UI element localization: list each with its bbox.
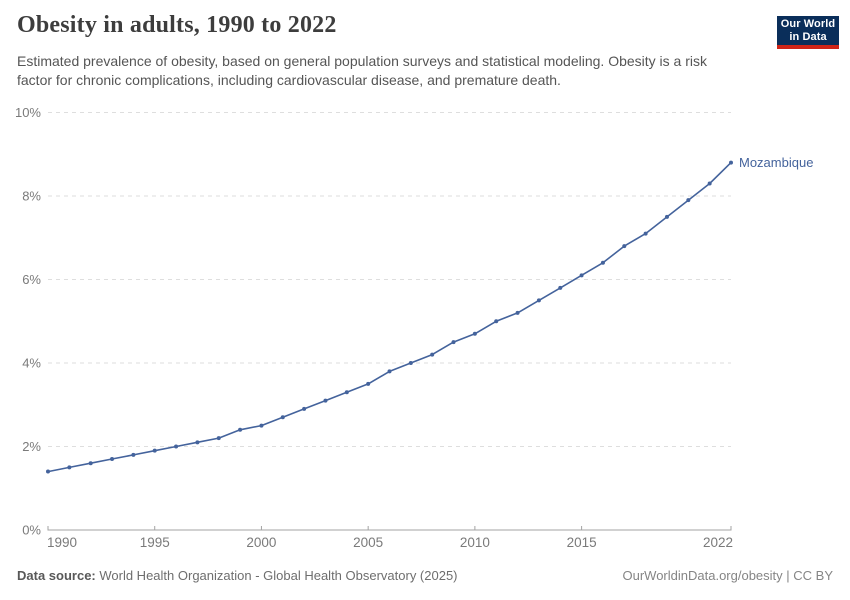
y-axis-tick-label: 0% (22, 523, 41, 538)
series-line (47, 162, 732, 473)
owid-logo[interactable]: Our World in Data (777, 16, 839, 49)
data-point (494, 319, 499, 324)
data-point (387, 369, 392, 374)
data-point (729, 160, 733, 165)
data-point (174, 444, 179, 449)
data-point (643, 231, 648, 236)
x-axis-tick-label: 2005 (353, 535, 383, 550)
data-point (472, 331, 477, 336)
y-axis-tick-label: 2% (22, 439, 41, 454)
data-point (686, 198, 691, 203)
data-source-text: World Health Organization - Global Healt… (95, 568, 458, 583)
data-point (600, 260, 605, 265)
x-axis-tick-label: 2010 (460, 535, 490, 550)
data-point (515, 310, 520, 315)
data-point (536, 298, 541, 303)
series-end-label: Mozambique (739, 155, 813, 170)
data-point (152, 448, 157, 453)
data-point (558, 285, 563, 290)
x-axis-tick-label: 2000 (246, 535, 276, 550)
data-point (451, 340, 456, 345)
data-point (707, 181, 712, 186)
data-point (302, 406, 307, 411)
chart-subtitle: Estimated prevalence of obesity, based o… (17, 53, 707, 89)
y-axis-tick-label: 8% (22, 189, 41, 204)
page-title: Obesity in adults, 1990 to 2022 (17, 12, 337, 38)
data-point (280, 415, 285, 420)
data-point (110, 457, 115, 462)
data-point (46, 469, 50, 474)
data-point (664, 214, 669, 219)
data-point (88, 461, 93, 466)
data-point (408, 361, 413, 365)
data-point (259, 423, 264, 428)
x-axis-tick-label: 2015 (567, 535, 597, 550)
data-source-label: Data source: (17, 568, 96, 583)
y-axis-tick-label: 6% (22, 272, 41, 287)
data-point (622, 244, 627, 249)
x-axis-line (47, 526, 732, 531)
line-chart: 0% 2% 4% 6% 8% 10% 1990 1995 2000 2005 2010 2015 202… (15, 105, 813, 550)
data-point (366, 381, 371, 386)
data-point (323, 398, 328, 403)
y-axis-tick-label: 4% (22, 356, 41, 371)
data-point (216, 436, 221, 441)
data-point (195, 440, 200, 445)
y-axis-tick-label: 10% (15, 105, 41, 120)
data-point (238, 427, 243, 432)
x-axis-tick-label: 2022 (703, 535, 733, 550)
owid-logo-line1: Our World (780, 17, 836, 30)
data-point (579, 273, 584, 278)
data-point (67, 465, 72, 470)
data-point (430, 352, 435, 357)
x-axis-tick-label: 1990 (47, 535, 77, 550)
data-source-note: Data source: World Health Organization -… (17, 568, 458, 583)
data-point (131, 452, 136, 457)
data-point (344, 390, 349, 395)
x-axis-tick-label: 1995 (140, 535, 170, 550)
owid-logo-line2: in Data (789, 30, 827, 43)
credit-link[interactable]: OurWorldinData.org/obesity | CC BY (622, 568, 834, 583)
